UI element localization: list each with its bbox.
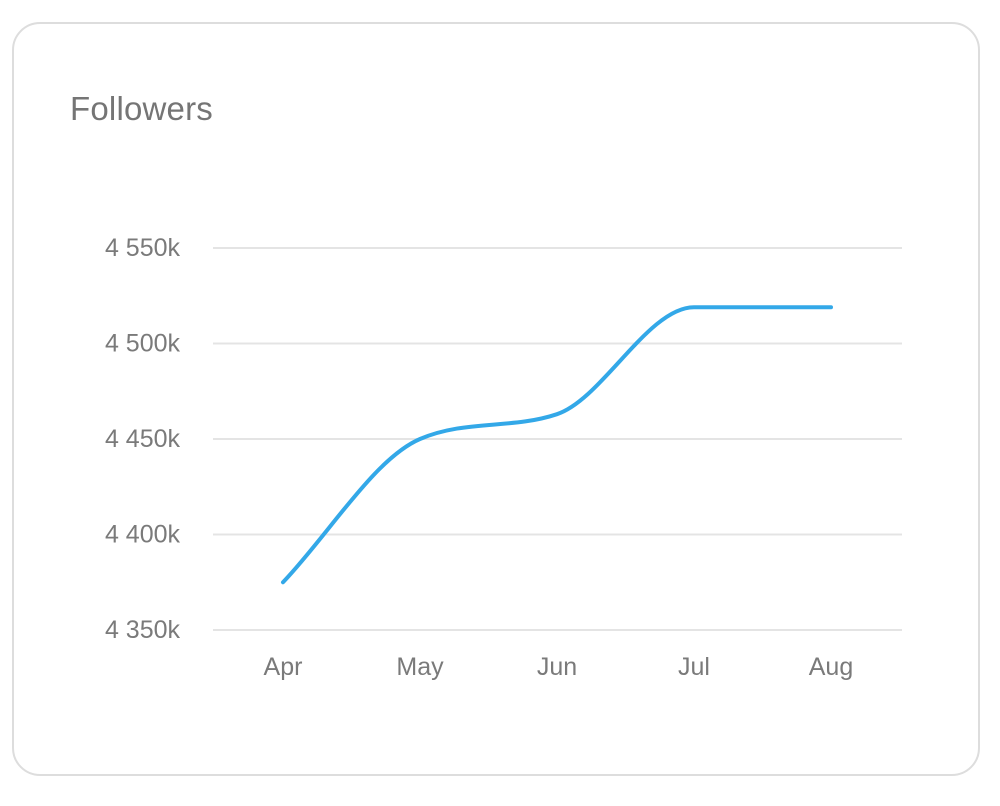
- x-tick-label: Apr: [264, 653, 303, 681]
- x-tick-label: May: [396, 653, 444, 681]
- series-layer: [281, 305, 833, 585]
- followers-card: [12, 22, 980, 776]
- x-tick-label: Aug: [809, 653, 853, 681]
- series-line-followers: [281, 305, 833, 585]
- grid-lines: [213, 247, 902, 631]
- y-tick-label: 4 450k: [105, 425, 181, 453]
- x-tick-label: Jul: [678, 653, 710, 681]
- y-tick-label: 4 500k: [105, 330, 181, 358]
- x-axis-ticks: Apr May Jun Jul Aug: [264, 653, 854, 681]
- y-tick-label: 4 550k: [105, 234, 181, 262]
- y-axis-ticks: 4 350k 4 400k 4 450k 4 500k 4 550k: [105, 234, 181, 644]
- y-tick-label: 4 350k: [105, 616, 181, 644]
- y-tick-label: 4 400k: [105, 521, 181, 549]
- card-title: Followers: [70, 90, 214, 127]
- x-tick-label: Jun: [537, 653, 577, 681]
